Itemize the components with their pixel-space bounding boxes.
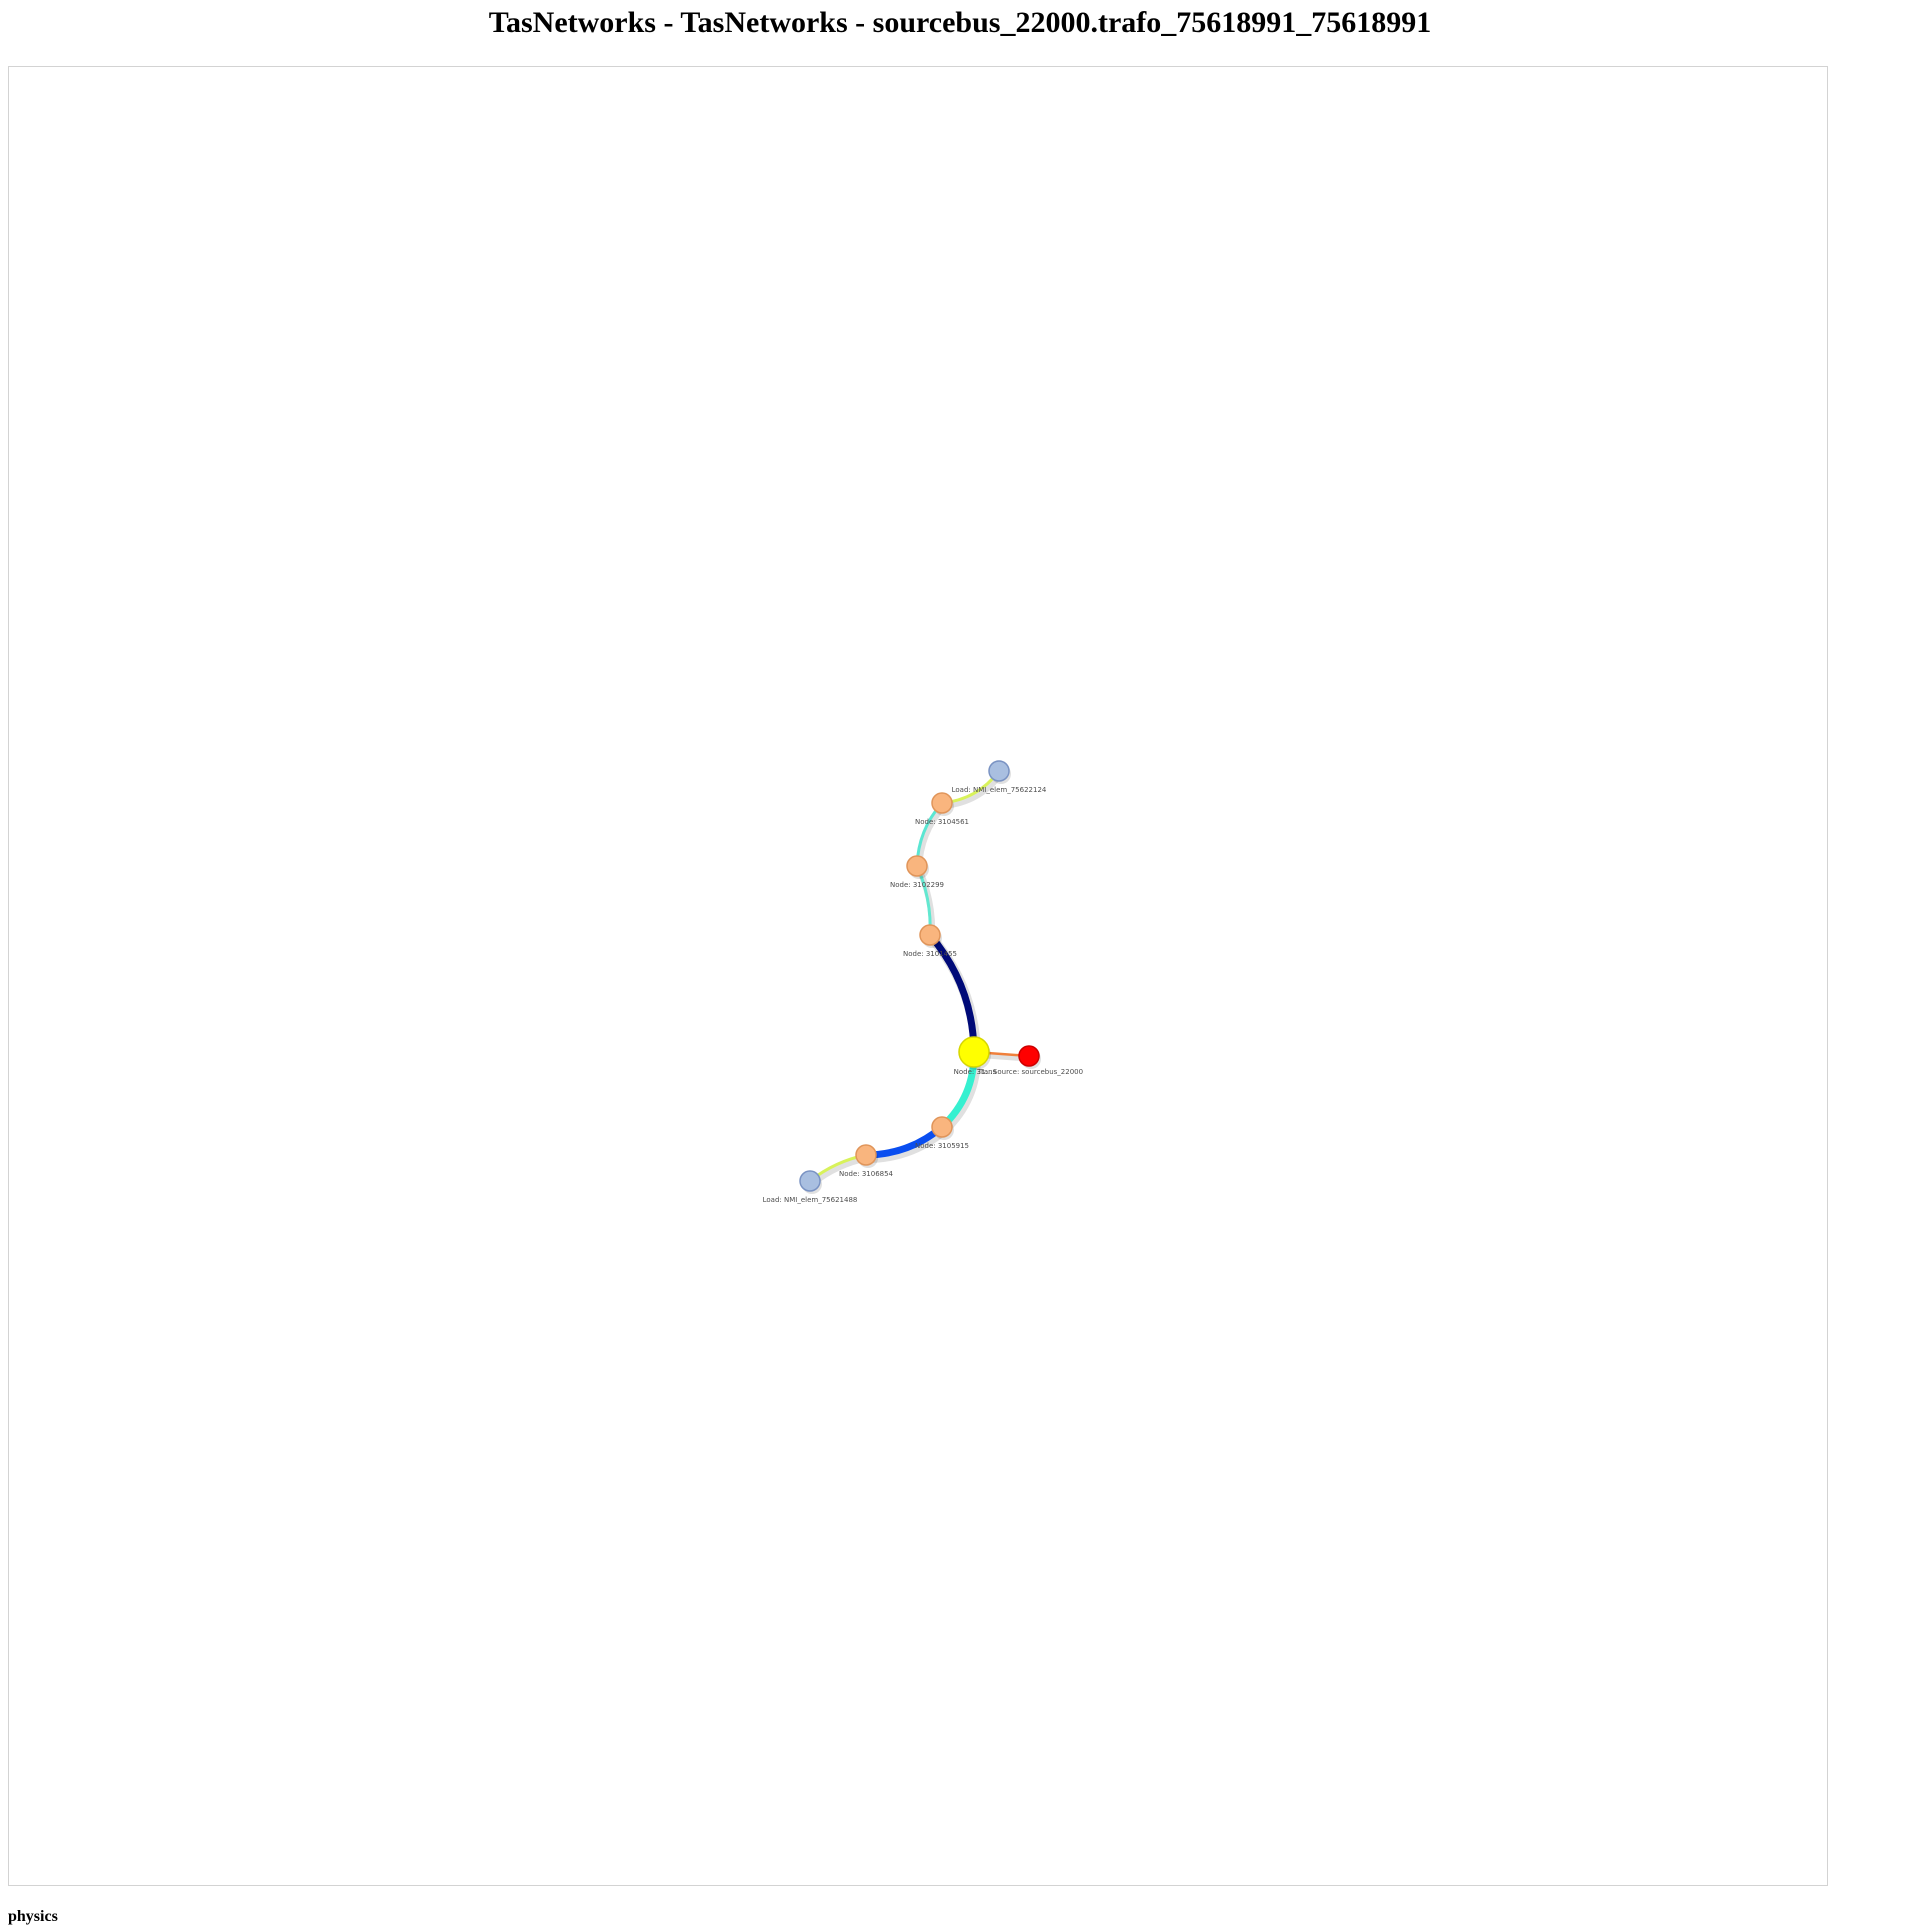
page-title: TasNetworks - TasNetworks - sourcebus_22… xyxy=(488,6,1432,39)
node-label-load_75622124: Load: NMI_elem_75622124 xyxy=(952,786,1047,794)
node-load_75622124[interactable] xyxy=(988,760,1010,782)
node-n3102299[interactable] xyxy=(906,855,928,877)
network-graph[interactable]: Load: NMI_elem_75622124 Node: 3104561 Node… xyxy=(9,67,1827,1885)
node-load_75621488[interactable] xyxy=(799,1170,821,1192)
node-label-n3101455: Node: 3101455 xyxy=(903,950,957,958)
node-label-n3102299: Node: 3102299 xyxy=(890,881,944,889)
node-source_22000[interactable] xyxy=(1018,1045,1040,1067)
node-n3106854[interactable] xyxy=(855,1144,877,1166)
node-label-load_75621488: Load: NMI_elem_75621488 xyxy=(763,1196,858,1204)
node-n3101455[interactable] xyxy=(919,924,941,946)
node-n31_hub[interactable] xyxy=(958,1036,990,1068)
nodes-layer: Load: NMI_elem_75622124 Node: 3104561 Node… xyxy=(763,760,1083,1204)
node-label-source_22000: Source: sourcebus_22000 xyxy=(993,1068,1083,1076)
edges-layer xyxy=(808,769,1032,1187)
node-label-n3104561: Node: 3104561 xyxy=(915,818,969,826)
node-label-n3105915: Node: 3105915 xyxy=(915,1142,969,1150)
node-n3105915[interactable] xyxy=(931,1116,953,1138)
node-label-trans: Trans xyxy=(977,1068,997,1076)
node-label-n3106854: Node: 3106854 xyxy=(839,1170,894,1178)
network-canvas[interactable]: Load: NMI_elem_75622124 Node: 3104561 Node… xyxy=(8,66,1828,1886)
node-label-n31_hub: Node: 31… xyxy=(954,1068,993,1076)
physics-label: physics xyxy=(8,1908,58,1925)
node-n3104561[interactable] xyxy=(931,792,953,814)
